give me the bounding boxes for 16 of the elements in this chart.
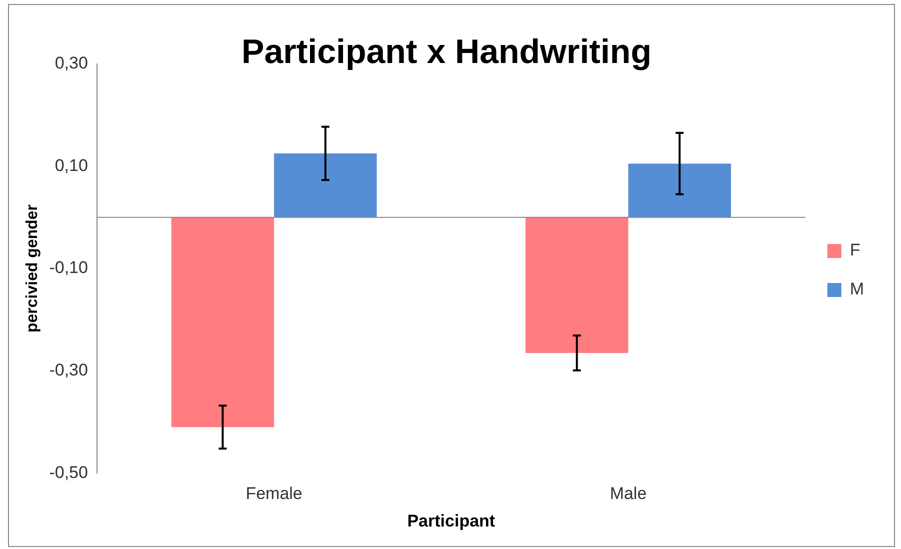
y-tick-label: -0,50 [49,462,88,482]
y-tick-label: -0,30 [49,360,88,380]
bar [171,217,274,428]
y-tick-label: 0,30 [54,53,88,72]
bar [274,153,377,218]
y-tick-label: 0,10 [54,156,88,175]
legend-label: M [850,280,864,299]
legend-label: F [850,240,860,260]
y-axis-title: percivied gender [24,204,42,333]
x-axis-title: Participant [407,511,496,530]
chart-title: Participant x Handwriting [242,32,652,71]
bar [628,164,731,218]
bar [526,217,628,353]
x-tick-label: Male [610,484,647,504]
x-tick-label: Female [246,484,302,504]
y-tick-label: -0,10 [49,258,88,278]
